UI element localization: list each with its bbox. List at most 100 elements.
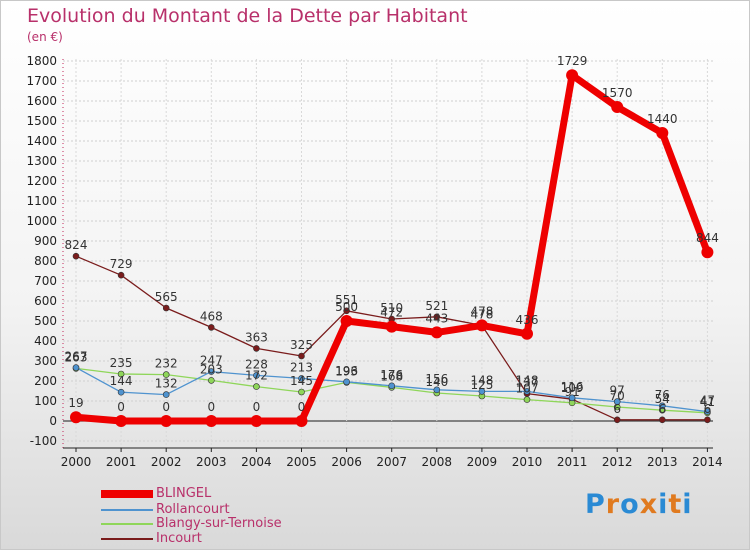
- data-label: 500: [335, 300, 358, 314]
- y-tick-label: 300: [34, 354, 57, 368]
- data-label: 521: [425, 299, 448, 313]
- data-point: [475, 319, 488, 332]
- data-label: 0: [298, 400, 306, 414]
- chart-subtitle: (en €): [27, 30, 63, 44]
- data-point: [340, 315, 353, 327]
- data-point: [160, 415, 173, 427]
- data-label: 0: [117, 400, 125, 414]
- data-label: 263: [65, 350, 88, 364]
- data-label: 472: [380, 306, 403, 320]
- x-tick-label: 2014: [692, 455, 723, 469]
- data-label: 148: [516, 373, 539, 387]
- data-label: 325: [290, 338, 313, 352]
- y-tick-label: 900: [34, 234, 57, 248]
- data-point: [701, 246, 714, 259]
- data-point: [253, 345, 260, 352]
- y-tick-label: 400: [34, 334, 57, 348]
- logo-letter: t: [668, 489, 683, 520]
- data-label: 6: [658, 402, 666, 416]
- data-point: [433, 386, 441, 394]
- data-label: 213: [290, 360, 313, 374]
- data-label: 0: [162, 400, 170, 414]
- y-tick-label: 1300: [26, 154, 57, 168]
- data-point: [117, 388, 125, 396]
- data-point: [295, 415, 308, 427]
- x-tick-label: 2002: [151, 455, 182, 469]
- data-label: 247: [200, 354, 223, 368]
- data-label: 172: [245, 369, 268, 383]
- y-tick-label: 600: [34, 294, 57, 308]
- data-point: [658, 416, 666, 424]
- legend-item-rollancourt: Rollancourt: [101, 502, 230, 517]
- data-point: [298, 375, 305, 382]
- data-point: [117, 370, 125, 378]
- data-label: 176: [380, 368, 403, 382]
- data-label: 109: [561, 381, 584, 395]
- data-label: 116: [561, 380, 584, 394]
- data-label: 132: [155, 377, 178, 391]
- y-tick-label: 500: [34, 314, 57, 328]
- data-label: 844: [696, 231, 719, 245]
- logo-letter: r: [605, 489, 621, 520]
- x-tick-label: 2011: [557, 455, 588, 469]
- data-point: [72, 252, 80, 260]
- data-point: [568, 394, 576, 402]
- data-point: [208, 368, 215, 375]
- data-label: 551: [335, 293, 358, 307]
- x-tick-label: 2012: [602, 455, 633, 469]
- data-label: 76: [655, 388, 670, 402]
- data-label: 267: [65, 350, 88, 364]
- data-label: 443: [425, 311, 448, 325]
- x-tick-label: 2007: [376, 455, 407, 469]
- data-labels: 824 729 565 468 363 325 551 510 521 478 137 109 6 6 6 2…: [65, 54, 719, 416]
- grid-lines: [63, 59, 713, 448]
- data-label: 468: [200, 309, 223, 323]
- y-tick-label: 1800: [26, 54, 57, 68]
- data-label: 107: [516, 382, 539, 396]
- legend-swatch-blingel: [101, 489, 153, 498]
- x-tick-label: 2004: [241, 455, 272, 469]
- data-label: 565: [155, 290, 178, 304]
- y-tick-label: 1700: [26, 74, 57, 88]
- data-label: 145: [290, 374, 313, 388]
- data-label: 228: [245, 357, 268, 371]
- data-point: [478, 388, 486, 395]
- legend-swatch-rollancourt: [101, 508, 153, 511]
- legend-swatch-incourt: [101, 537, 153, 540]
- data-point: [162, 391, 170, 398]
- data-label: 140: [425, 375, 448, 389]
- data-label: 148: [470, 373, 493, 387]
- data-label: 196: [335, 364, 358, 378]
- data-point: [298, 388, 305, 396]
- legend-label-blangy: Blangy-sur-Ternoise: [156, 516, 282, 531]
- legend-label-incourt: Incourt: [156, 531, 202, 546]
- data-label: 70: [610, 389, 625, 403]
- x-tick-label: 2009: [467, 455, 498, 469]
- data-point: [656, 127, 669, 139]
- data-label: 478: [470, 304, 493, 318]
- data-label: 1729: [557, 54, 588, 68]
- series-blingel: [70, 69, 714, 427]
- data-label: 6: [704, 402, 712, 416]
- data-point: [298, 352, 305, 360]
- series-rollancourt: [72, 364, 711, 415]
- data-label: 729: [110, 257, 133, 271]
- data-label: 232: [155, 357, 178, 371]
- x-tick-label: 2008: [422, 455, 453, 469]
- data-label: 824: [65, 238, 88, 252]
- data-label: 156: [425, 372, 448, 386]
- data-point: [162, 304, 170, 312]
- data-label: 6: [613, 402, 621, 416]
- legend-item-blangy: Blangy-sur-Ternoise: [101, 516, 282, 531]
- data-label: 436: [516, 313, 539, 327]
- data-point: [72, 364, 80, 371]
- data-label: 91: [564, 385, 579, 399]
- data-point: [523, 396, 531, 403]
- data-point: [115, 415, 128, 427]
- data-label: 203: [200, 362, 223, 376]
- data-point: [208, 377, 215, 384]
- data-point: [658, 402, 666, 410]
- x-tick-label: 2006: [331, 455, 362, 469]
